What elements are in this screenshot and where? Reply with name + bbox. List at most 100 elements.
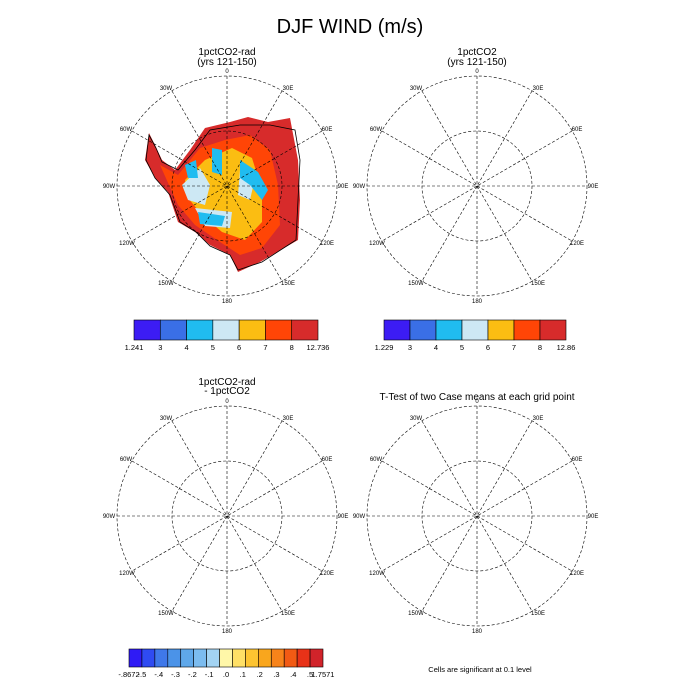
- footnote: Cells are significant at 0.1 level: [428, 665, 532, 674]
- colorbar-label: 7: [263, 343, 267, 352]
- colorbar-label: -.5: [138, 670, 147, 679]
- colorbar-label: 1.241: [125, 343, 144, 352]
- svg-text:60E: 60E: [572, 127, 583, 133]
- svg-text:60W: 60W: [120, 127, 133, 133]
- svg-text:180: 180: [472, 629, 483, 635]
- antarctica-fill-red: [395, 117, 550, 272]
- colorbar-swatch: [206, 648, 220, 668]
- colorbar-swatch: [265, 319, 293, 341]
- svg-text:30W: 30W: [160, 86, 173, 92]
- panel-diff-title: 1pctCO2-rad: [198, 377, 255, 388]
- svg-text:90W: 90W: [353, 514, 366, 520]
- svg-text:120E: 120E: [320, 241, 334, 247]
- colorbar-label: 4: [184, 343, 188, 352]
- colorbar-label: 12.86: [557, 343, 576, 352]
- colorbar-swatch: [258, 648, 272, 668]
- colorbar-swatch: [186, 319, 214, 341]
- colorbar-label: 6: [237, 343, 241, 352]
- colorbar-swatch: [245, 648, 259, 668]
- lon-labels-ttest: 0 30E 60E 90E 120E 150E 180 150W 120W 90…: [353, 399, 599, 635]
- svg-text:180: 180: [222, 629, 233, 635]
- svg-text:30W: 30W: [410, 86, 423, 92]
- svg-text:30E: 30E: [283, 416, 294, 422]
- antarctica-fill-yellow: [205, 456, 286, 470]
- antarctica-fill-palelemon: [175, 470, 290, 545]
- colorbar-swatch: [291, 319, 319, 341]
- svg-text:30E: 30E: [533, 416, 544, 422]
- colorbar-swatch: [141, 648, 156, 668]
- svg-text:150E: 150E: [281, 611, 295, 617]
- svg-text:120W: 120W: [369, 241, 385, 247]
- svg-text:120E: 120E: [570, 241, 584, 247]
- svg-text:60W: 60W: [120, 457, 133, 463]
- panel-ctl: 1pctCO2 (yrs 121-150) 0 30E 60E 90E 120E: [353, 47, 599, 305]
- colorbar-diff: -.8672-.5 -.4 -.3 -.2 -.1 .0 .1 .2 .3 .4 .51.7571: [118, 648, 335, 679]
- antarctica-fill-blue: [185, 148, 268, 226]
- svg-text:60E: 60E: [572, 457, 583, 463]
- panel-rad-title: 1pctCO2-rad: [198, 47, 255, 58]
- antarctica-fill-orange: [410, 135, 530, 255]
- colorbar-label: 6: [486, 343, 490, 352]
- panel-ttest-title: T-Test of two Case means at each grid po…: [379, 392, 574, 403]
- colorbar-label: .2: [256, 670, 262, 679]
- graticule-diff: [116, 405, 338, 627]
- antarctica-coastline: [146, 455, 300, 600]
- svg-text:180: 180: [472, 299, 483, 305]
- antarctica-coastline: [145, 124, 301, 271]
- colorbar-swatch: [383, 319, 411, 341]
- colorbar-swatch: [219, 648, 233, 668]
- antarctica-fill-orange: [282, 455, 298, 470]
- svg-text:90W: 90W: [353, 184, 366, 190]
- svg-text:150W: 150W: [408, 611, 424, 617]
- panel-diff: 1pctCO2-rad - 1pctCO2 0 30E 60E 90E: [103, 377, 349, 635]
- svg-text:90E: 90E: [588, 514, 599, 520]
- svg-text:30W: 30W: [410, 416, 423, 422]
- colorbar-swatch: [309, 648, 324, 668]
- colorbar-label: .4: [290, 670, 296, 679]
- svg-text:120E: 120E: [570, 571, 584, 577]
- colorbar-swatch: [238, 319, 266, 341]
- svg-text:0: 0: [225, 399, 229, 405]
- svg-text:0: 0: [225, 69, 229, 75]
- svg-text:60E: 60E: [322, 127, 333, 133]
- map-diff: [143, 448, 303, 602]
- panel-rad: 1pctCO2-rad (yrs 121-150) 0 30E 60E 90E …: [103, 47, 349, 305]
- svg-text:150E: 150E: [531, 611, 545, 617]
- colorbar-swatch: [435, 319, 463, 341]
- antarctica-fill-lightblue: [432, 168, 505, 228]
- svg-text:150E: 150E: [531, 281, 545, 287]
- colorbar-label: -.8672: [118, 670, 139, 679]
- svg-text:30E: 30E: [283, 86, 294, 92]
- colorbar-label: 5: [211, 343, 215, 352]
- colorbar-swatch: [283, 648, 298, 668]
- colorbar-swatch: [513, 319, 541, 341]
- main-title: DJF WIND (m/s): [277, 16, 424, 38]
- colorbar-label: -.3: [171, 670, 180, 679]
- svg-text:30E: 30E: [533, 86, 544, 92]
- lon-labels-ctl: 0 30E 60E 90E 120E 150E 180 150W 120W 90…: [353, 69, 599, 305]
- colorbar-swatch: [461, 319, 489, 341]
- significant-cells-4: [442, 528, 456, 540]
- colorbar-label: .1: [240, 670, 246, 679]
- svg-text:150W: 150W: [158, 281, 174, 287]
- svg-text:90E: 90E: [588, 184, 599, 190]
- svg-text:30W: 30W: [160, 416, 173, 422]
- colorbar-label: 12.736: [307, 343, 330, 352]
- svg-text:90W: 90W: [103, 514, 116, 520]
- colorbar-label: 1.7571: [312, 670, 335, 679]
- svg-text:120E: 120E: [320, 571, 334, 577]
- colorbar-label: 3: [158, 343, 162, 352]
- svg-text:0: 0: [475, 69, 479, 75]
- colorbar-swatch: [154, 648, 169, 668]
- colorbar-swatch: [296, 648, 311, 668]
- colorbar-swatch: [270, 648, 285, 668]
- panel-diff-subtitle: - 1pctCO2: [204, 386, 250, 397]
- svg-text:150W: 150W: [408, 281, 424, 287]
- colorbar-label: 3: [408, 343, 412, 352]
- lon-labels-diff: 0 30E 60E 90E 120E 150E 180 150W 120W 90…: [103, 399, 349, 635]
- colorbar-rad: 1.241 3 4 5 6 7 8 12.736: [125, 319, 330, 352]
- panel-ctl-subtitle: (yrs 121-150): [447, 57, 506, 68]
- svg-text:0: 0: [475, 399, 479, 405]
- colorbar-swatch: [193, 648, 207, 668]
- svg-text:120W: 120W: [119, 241, 135, 247]
